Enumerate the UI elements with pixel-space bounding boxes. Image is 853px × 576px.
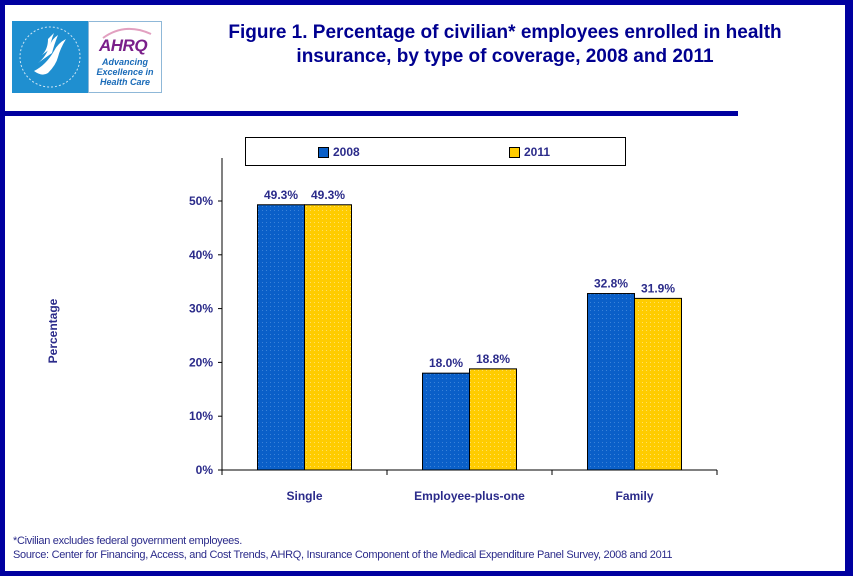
ahrq-wordmark: AHRQ xyxy=(99,36,148,55)
chart-legend: 2008 2011 xyxy=(245,137,626,166)
legend-swatch-2011 xyxy=(509,146,520,158)
header-divider xyxy=(5,111,738,116)
bar-2008-single xyxy=(257,204,305,471)
data-label: 49.3% xyxy=(264,188,298,202)
chart-title-line-2: insurance, by type of coverage, 2008 and… xyxy=(296,46,714,67)
ahrq-logo: AHRQ Advancing Excellence in Health Care xyxy=(88,21,162,93)
bar-2011-family xyxy=(634,297,682,471)
data-label: 32.8% xyxy=(594,277,628,291)
y-tick-label: 50% xyxy=(189,194,213,208)
ahrq-tagline: Advancing Excellence in Health Care xyxy=(89,57,161,87)
legend-item-2011: 2011 xyxy=(509,145,550,159)
source-note: Source: Center for Financing, Access, an… xyxy=(13,549,673,561)
chart-title: Figure 1. Percentage of civilian* employ… xyxy=(195,21,815,69)
ahrq-tagline-line: Health Care xyxy=(99,77,151,87)
legend-swatch-2008 xyxy=(318,146,329,158)
footnote: *Civilian excludes federal government em… xyxy=(13,535,242,547)
hhs-eagle-icon xyxy=(19,26,81,88)
y-tick-label: 30% xyxy=(189,302,213,316)
legend-label-2008: 2008 xyxy=(333,145,360,159)
agency-logos: AHRQ Advancing Excellence in Health Care xyxy=(12,21,162,93)
x-tick-label: Employee-plus-one xyxy=(414,489,525,503)
y-tick-label: 20% xyxy=(189,355,213,369)
chart-title-line-1: Figure 1. Percentage of civilian* employ… xyxy=(228,22,782,43)
legend-item-2008: 2008 xyxy=(318,145,360,159)
ahrq-tagline-line: Advancing xyxy=(101,57,148,67)
ahrq-arc-icon xyxy=(102,27,152,39)
x-tick-label: Single xyxy=(286,489,322,503)
data-label: 18.8% xyxy=(476,352,510,366)
bar-2011-employee-plus-one xyxy=(469,368,517,471)
data-label: 18.0% xyxy=(429,356,463,370)
bar-2008-family xyxy=(587,293,635,471)
y-tick-label: 40% xyxy=(189,248,213,262)
bar-chart-plot: 0% 10% 20% 30% 40% 50% Single 49.3% 49.3% Employ… xyxy=(189,158,718,503)
legend-label-2011: 2011 xyxy=(524,145,551,159)
hhs-eagle-logo xyxy=(12,21,88,93)
figure-frame: AHRQ Advancing Excellence in Health Care… xyxy=(5,5,845,571)
ahrq-tagline-line: Excellence in xyxy=(96,67,154,77)
data-label: 49.3% xyxy=(311,188,345,202)
data-label: 31.9% xyxy=(641,281,675,295)
y-tick-label: 0% xyxy=(196,463,214,477)
x-tick-label: Family xyxy=(615,489,653,503)
bar-2011-single xyxy=(304,204,352,471)
bar-2008-employee-plus-one xyxy=(422,372,470,471)
y-tick-label: 10% xyxy=(189,409,213,423)
